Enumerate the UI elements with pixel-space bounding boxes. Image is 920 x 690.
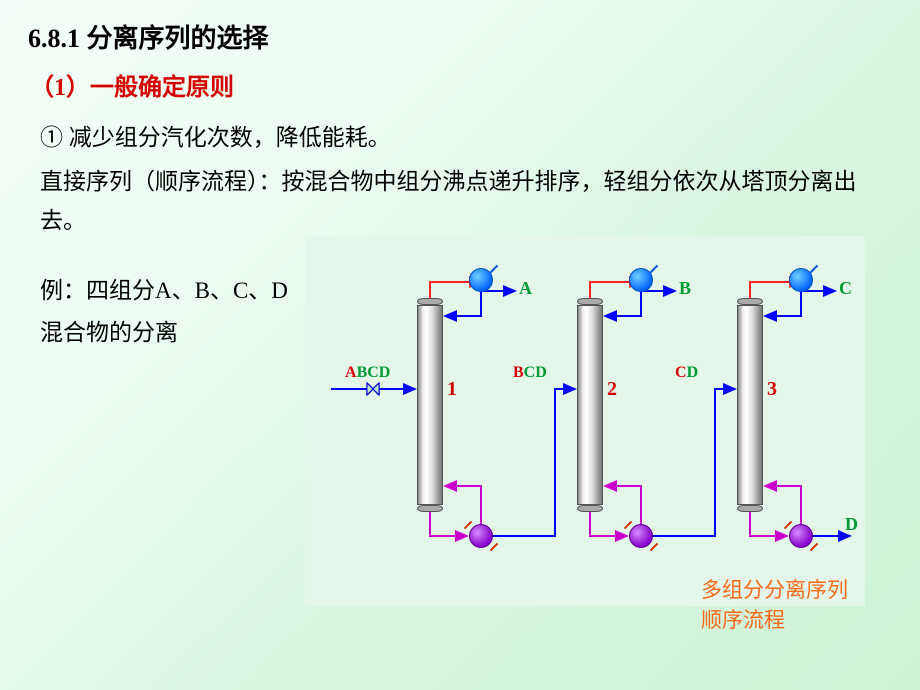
reboiler-icon: [629, 524, 653, 548]
reboiler-icon: [789, 524, 813, 548]
subsection-heading: （1）一般确定原则: [0, 55, 920, 102]
product-label-C: C: [839, 278, 852, 299]
diagram-caption: 多组分分离序列顺序流程: [701, 574, 865, 634]
column-cap: [737, 505, 763, 512]
feed-rest: D: [687, 364, 699, 381]
example-text: 例：四组分A、B、C、D 混合物的分离: [0, 240, 320, 353]
column-body: [737, 305, 763, 505]
column-cap: [417, 298, 443, 305]
column-number: 1: [447, 378, 457, 401]
feed-label-1: ABCD: [345, 364, 390, 382]
feed-label-3: CD: [675, 364, 698, 382]
feed-first: A: [345, 364, 357, 381]
feed-rest: BCD: [357, 364, 391, 381]
column-cap: [737, 298, 763, 305]
column-body: [417, 305, 443, 505]
column-3: 3: [737, 298, 763, 512]
principle-text: ① 减少组分汽化次数，降低能耗。: [0, 102, 920, 152]
section-heading: 6.8.1 分离序列的选择: [0, 0, 920, 55]
column-number: 2: [607, 378, 617, 401]
product-label-A: A: [519, 278, 532, 299]
feed-first: B: [513, 364, 524, 381]
column-1: 1: [417, 298, 443, 512]
example-line2: 混合物的分离: [40, 320, 178, 345]
column-cap: [577, 298, 603, 305]
product-label-B: B: [679, 278, 691, 299]
feed-label-2: BCD: [513, 364, 547, 382]
column-body: [577, 305, 603, 505]
column-2: 2: [577, 298, 603, 512]
feed-first: C: [675, 364, 687, 381]
column-cap: [577, 505, 603, 512]
separation-diagram: 1 2 3 ABCD BCD CD A B C D 多组分分离序列顺序流程: [305, 236, 865, 606]
column-cap: [417, 505, 443, 512]
direct-sequence-text: 直接序列（顺序流程）：按混合物中组分沸点递升排序，轻组分依次从塔顶分离出去。: [0, 152, 920, 240]
example-line1: 例：四组分A、B、C、D: [40, 278, 288, 303]
reboiler-icon: [469, 524, 493, 548]
column-number: 3: [767, 378, 777, 401]
feed-rest: CD: [524, 364, 547, 381]
product-label-D: D: [845, 514, 858, 535]
